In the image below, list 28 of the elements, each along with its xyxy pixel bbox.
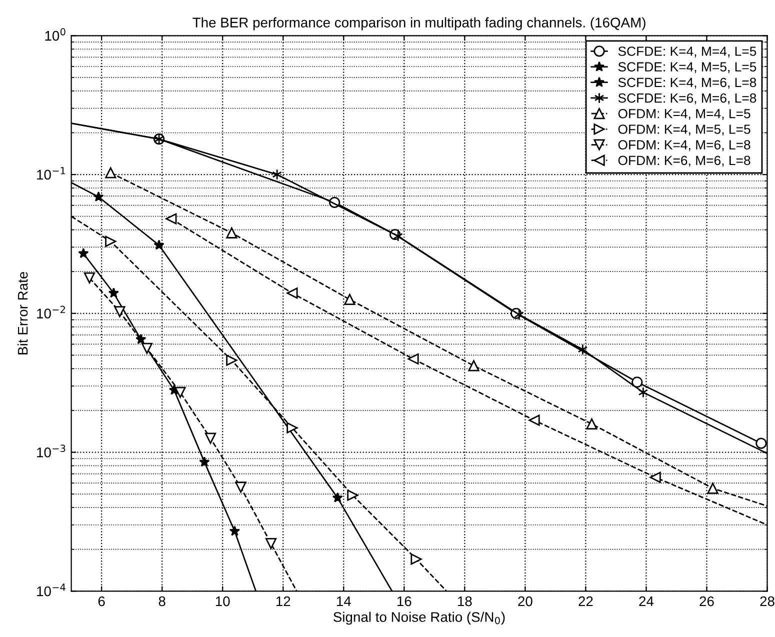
chart-title: The BER performance comparison in multipath fading channels. (16QAM)	[192, 17, 646, 30]
x-tick-label: 16	[397, 596, 412, 606]
y-tick-label: 10$^{−1}$	[37, 167, 66, 180]
x-tick-label: 8	[158, 596, 166, 606]
legend-label: OFDM: K=4, M=5, L=5	[618, 124, 750, 136]
legend-label: SCFDE: K=4, M=5, L=5	[618, 62, 756, 74]
x-tick-label: 18	[458, 596, 472, 606]
y-tick-label: 10$^{−4}$	[37, 584, 66, 596]
x-tick-label: 28	[760, 596, 774, 606]
x-tick-label: 20	[518, 596, 532, 606]
y-tick-label: 10$^{−2}$	[37, 306, 65, 318]
legend-label: SCFDE: K=6, M=6, L=8	[618, 93, 756, 104]
legend-label: OFDM: K=4, M=4, L=5	[618, 108, 750, 120]
x-tick-label: 12	[276, 596, 290, 606]
legend-label: OFDM: K=4, M=6, L=8	[618, 140, 750, 152]
y-tick-label: 10$^{−3}$	[37, 444, 66, 458]
y-axis-title: Bit Error Rate	[18, 272, 28, 354]
x-tick-label: 22	[578, 596, 593, 606]
legend-label: SCFDE: K=4, M=6, L=8	[618, 78, 756, 89]
x-tick-label: 10	[216, 596, 230, 606]
y-tick-label: 10$^{0}$	[45, 28, 66, 41]
x-tick-label: 24	[639, 596, 654, 606]
x-axis-title: Signal to Noise Ratio (S/N$_{0}$)	[334, 612, 505, 625]
x-tick-label: 6	[98, 596, 105, 606]
x-tick-label: 26	[700, 596, 714, 606]
legend-label: OFDM: K=6, M=6, L=8	[618, 156, 750, 167]
x-tick-label: 14	[336, 596, 351, 606]
legend-label: SCFDE: K=4, M=4, L=5	[618, 46, 756, 58]
